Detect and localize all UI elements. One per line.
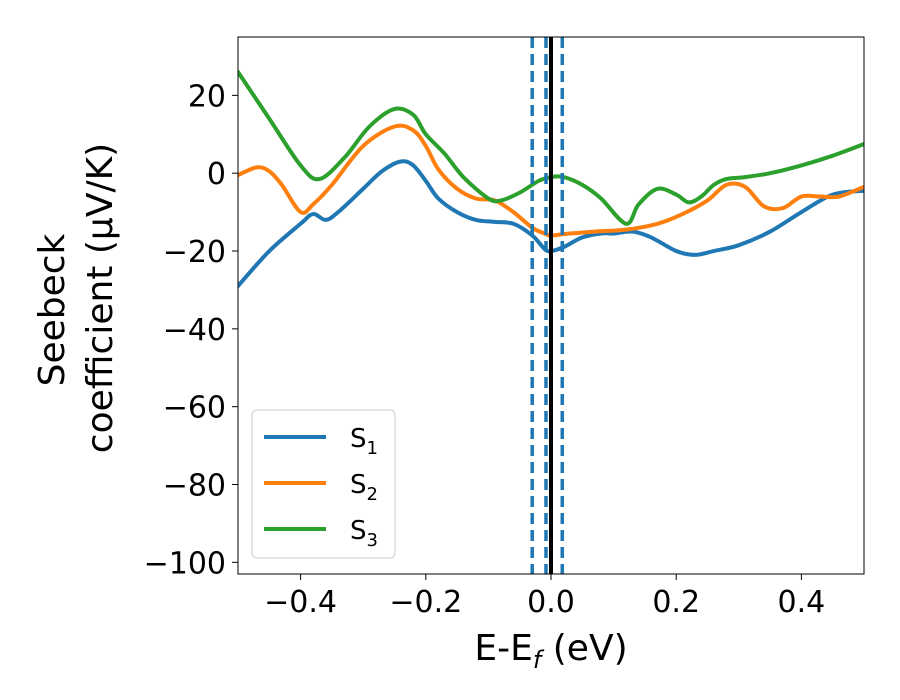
x-tick-label: 0.0: [527, 585, 575, 620]
series-line-s1: [238, 159, 864, 289]
legend-label-s2: S2: [350, 470, 378, 505]
x-tick-label: −0.2: [389, 585, 462, 620]
y-tick-label: 20: [188, 79, 226, 114]
legend-label-s3: S3: [350, 516, 378, 551]
y-axis-label-line2: coefficient (μV/K): [80, 143, 121, 453]
legend-label-s1: S1: [350, 424, 378, 459]
legend: S1 S2 S3: [251, 409, 396, 559]
series-line-s3: [238, 70, 864, 226]
y-ticks: 20 0 −20 −40 −60 −80 −100: [144, 79, 238, 581]
x-axis-label-main: E-E: [474, 628, 532, 669]
x-axis-label-tail: (eV): [541, 628, 627, 669]
y-tick-label: −40: [163, 313, 226, 348]
y-tick-label: −80: [163, 469, 226, 504]
y-tick-label: −60: [163, 391, 226, 426]
reference-lines: [530, 37, 565, 574]
y-axis-label: Seebeck coefficient (μV/K): [32, 143, 121, 453]
y-tick-label: −100: [144, 546, 226, 581]
x-axis-label: E-Ef (eV): [474, 628, 627, 674]
y-tick-label: 0: [207, 157, 226, 192]
y-axis-label-line1: Seebeck: [32, 233, 73, 386]
x-tick-label: −0.4: [264, 585, 337, 620]
x-tick-label: 0.2: [652, 585, 700, 620]
x-ticks: −0.4 −0.2 0.0 0.2 0.4: [264, 574, 825, 620]
y-tick-label: −20: [163, 235, 226, 270]
x-tick-label: 0.4: [778, 585, 826, 620]
